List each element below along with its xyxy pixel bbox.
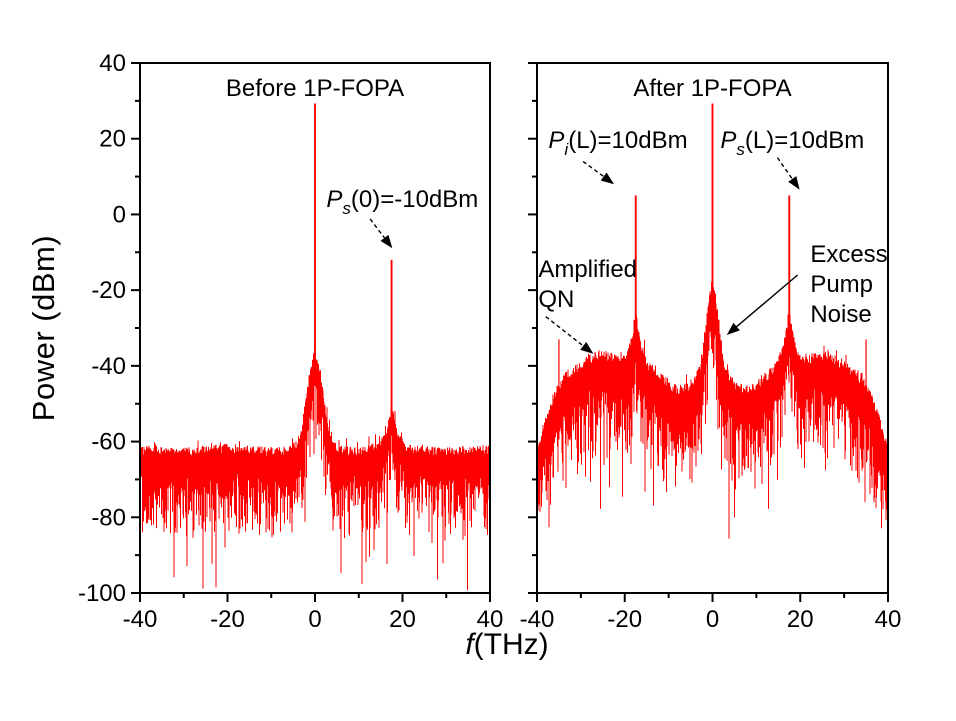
x-tick-label: 0 bbox=[706, 606, 719, 633]
panel-left: -40 -20 0 20 40 -100 -80 -60 -40 -20 0 20 40 Before 1… bbox=[78, 50, 503, 633]
annotation-text-amplified-qn: QN bbox=[538, 286, 574, 313]
annotation-text-excess-pump-noise: Noise bbox=[810, 301, 871, 328]
y-tick-label: -60 bbox=[91, 429, 126, 456]
annotation-arrow-amplified-qn bbox=[545, 316, 594, 354]
x-tick-label: 20 bbox=[787, 606, 814, 633]
y-tick-label: 20 bbox=[99, 126, 126, 153]
spectrum-trace bbox=[139, 350, 491, 591]
y-tick-label: -100 bbox=[78, 580, 126, 607]
x-tick-label: -20 bbox=[607, 606, 642, 633]
y-tick-label: -20 bbox=[91, 277, 126, 304]
y-tick-label: 0 bbox=[113, 201, 126, 228]
y-tick-label: 40 bbox=[99, 50, 126, 77]
x-axis-title: f(THz) bbox=[465, 628, 548, 661]
panel-right: -40 -20 0 20 40 After 1P-FOPA Pi(L)=10dBm Ps(L)… bbox=[520, 62, 902, 633]
annotation-arrow-signal-input-power bbox=[369, 218, 393, 249]
annotation-arrow-excess-pump-noise bbox=[726, 274, 799, 335]
x-tick-label: 20 bbox=[389, 606, 416, 633]
annotation-arrow-signal-output-power bbox=[776, 157, 800, 190]
x-tick-label: 40 bbox=[875, 606, 902, 633]
annotation-text-excess-pump-noise: Excess bbox=[810, 241, 887, 268]
x-tick-label: -20 bbox=[210, 606, 245, 633]
annotation-text-excess-pump-noise: Pump bbox=[810, 271, 873, 298]
panel-title: After 1P-FOPA bbox=[633, 75, 791, 102]
x-tick-label: 0 bbox=[308, 606, 321, 633]
annotation-arrow-idler-output-power bbox=[582, 160, 615, 185]
annotation-text-signal-output-power: Ps(L)=10dBm bbox=[720, 127, 864, 159]
x-tick-label: -40 bbox=[520, 606, 555, 633]
annotation-text-amplified-qn: Amplified bbox=[538, 256, 637, 283]
y-tick-label: -40 bbox=[91, 353, 126, 380]
annotation-text-signal-input-power: Ps(0)=-10dBm bbox=[326, 186, 478, 218]
y-tick-label: -80 bbox=[91, 504, 126, 531]
panel-title: Before 1P-FOPA bbox=[226, 75, 404, 102]
annotation-text-idler-output-power: Pi(L)=10dBm bbox=[548, 127, 687, 159]
x-tick-label: 40 bbox=[477, 606, 504, 633]
x-tick-label: -40 bbox=[123, 606, 158, 633]
